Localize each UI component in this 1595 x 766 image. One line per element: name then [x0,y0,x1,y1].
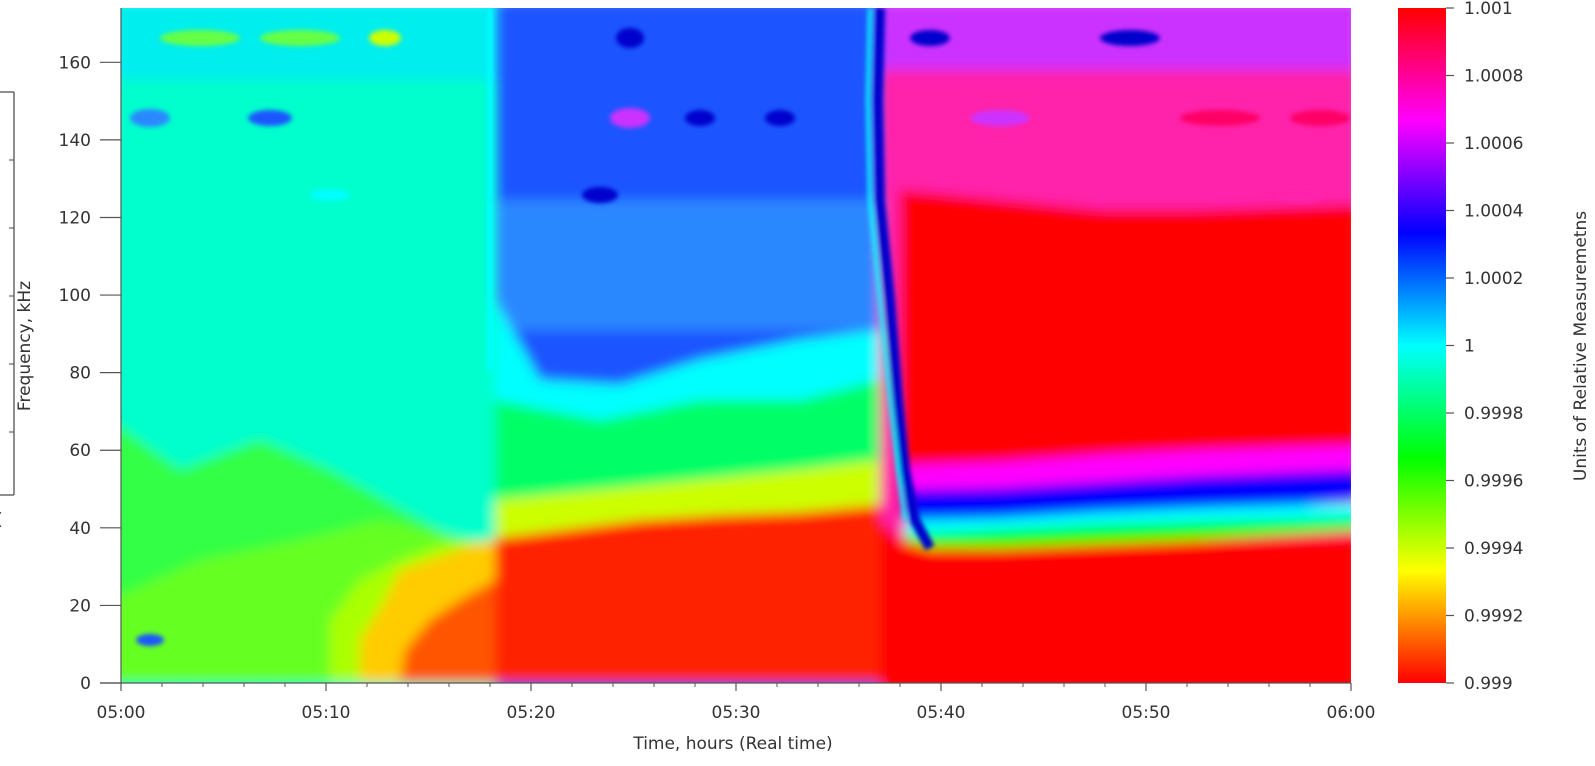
y-tick-label: 160 [59,53,91,73]
y-tick-label: 0 [80,674,91,694]
y-tick-label: 40 [69,519,91,539]
y-axis: 0 20 40 60 80 100 120 140 160 [59,53,121,694]
x-tick-label: 05:00 [97,703,146,723]
x-tick-label: 05:50 [1122,703,1171,723]
colorbar-tick-label: 0.9992 [1464,607,1523,627]
heatmap-base [121,8,1351,683]
heatmap-area [121,8,1351,683]
heatmap-details [130,8,1350,646]
x-tick-label: 05:30 [712,703,761,723]
y-tick-label: 60 [69,441,91,461]
y-tick-label: 120 [59,208,91,228]
partial-overlay-frame: ( [0,91,15,530]
colorbar-tick-label: 1.0004 [1464,202,1523,222]
x-axis: 05:00 05:10 05:20 05:30 05:40 05:50 06:00 [97,683,1376,723]
colorbar-tick-label: 1.0008 [1464,67,1523,87]
colorbar-tick-label: 1.001 [1464,0,1513,19]
x-tick-label: 06:00 [1327,703,1376,723]
colorbar-tick-label: 1.0002 [1464,269,1523,289]
colorbar-tick-label: 0.9996 [1464,472,1523,492]
x-tick-label: 05:40 [917,703,966,723]
y-axis-title: Frequency, kHz [15,281,35,411]
colorbar-tick-label: 0.9994 [1464,539,1523,559]
x-axis-title: Time, hours (Real time) [632,734,832,754]
x-tick-label: 05:10 [302,703,351,723]
colorbar-tick-label: 0.9998 [1464,404,1523,424]
x-tick-label: 05:20 [507,703,556,723]
y-tick-label: 100 [59,286,91,306]
svg-text:(: ( [0,510,3,530]
colorbar [1398,8,1446,683]
colorbar-tick-label: 1 [1464,337,1475,357]
colorbar-tick-label: 1.0006 [1464,134,1523,154]
colorbar-title: Units of Relative Measuremetns [1571,211,1591,481]
y-tick-label: 80 [69,364,91,384]
colorbar-axis: 0.999 0.9992 0.9994 0.9996 0.9998 1 1.0002 1.00… [1446,0,1523,694]
y-tick-label: 140 [59,131,91,151]
y-tick-label: 20 [69,596,91,616]
colorbar-tick-label: 0.999 [1464,674,1513,694]
